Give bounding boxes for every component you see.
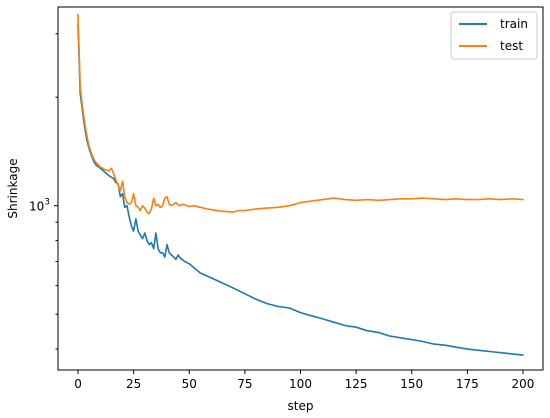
legend-label-test: test: [500, 39, 523, 53]
x-tick-label: 100: [289, 377, 312, 391]
series-line-test: [77, 13, 524, 215]
x-tick-label: 75: [237, 377, 252, 391]
x-tick-label: 200: [512, 377, 535, 391]
plot-background: [58, 7, 543, 370]
x-tick-label: 50: [182, 377, 197, 391]
x-tick-label: 0: [74, 377, 82, 391]
legend-label-train: train: [500, 17, 528, 31]
plot-frame: [57, 6, 544, 371]
x-axis-label: step: [288, 399, 314, 413]
x-tick-label: 175: [456, 377, 479, 391]
legend: train test: [450, 11, 538, 60]
x-tick-label: 25: [126, 377, 141, 391]
series-layer: [77, 13, 524, 356]
y-tick-label: 103: [29, 198, 50, 214]
x-tick-label: 125: [345, 377, 368, 391]
x-tick-label: 150: [400, 377, 423, 391]
y-axis-label: Shrinkage: [6, 158, 20, 218]
series-line-train: [77, 22, 524, 356]
ticks-layer: 0 25 50 75 100 125 150 175 200 103: [29, 33, 535, 391]
